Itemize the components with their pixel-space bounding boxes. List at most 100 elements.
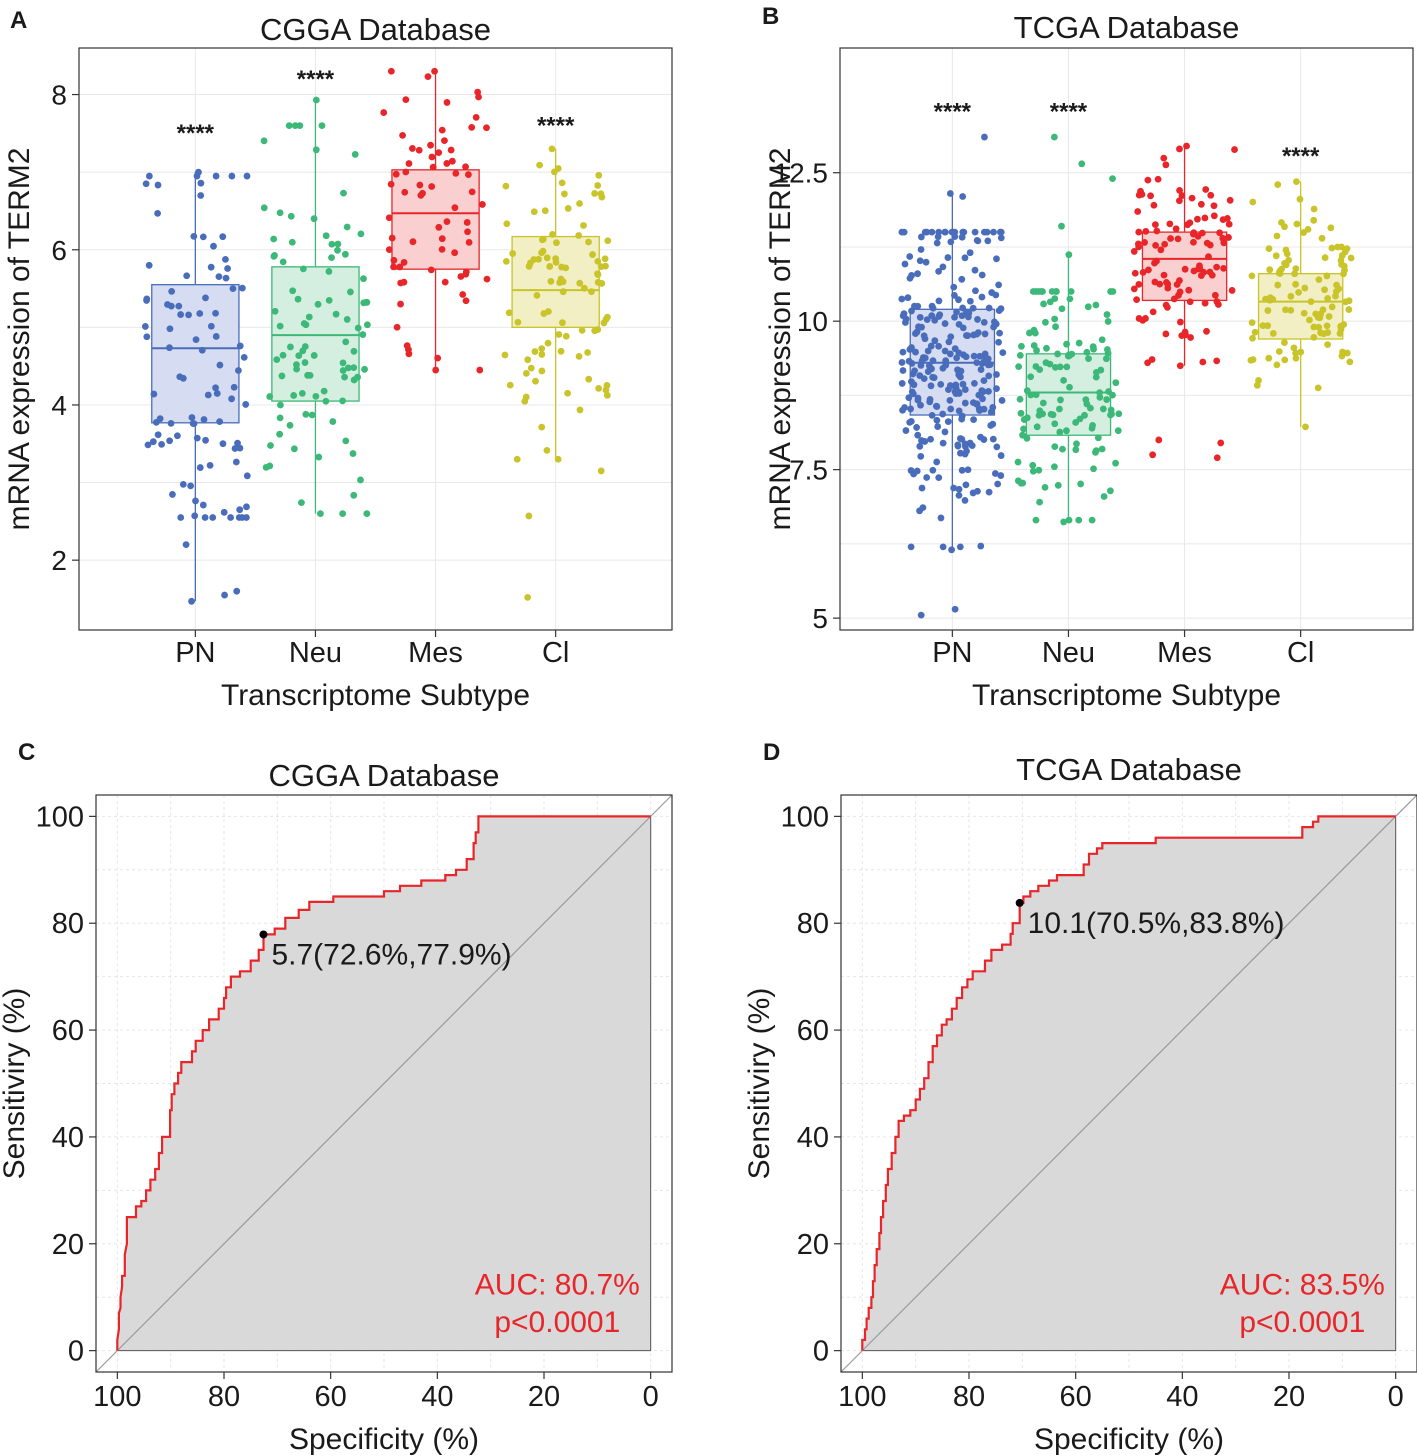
- data-point: [1058, 305, 1066, 313]
- data-point: [951, 313, 958, 321]
- data-point: [190, 420, 198, 428]
- data-point: [1300, 309, 1308, 317]
- data-point: [350, 347, 358, 355]
- data-point: [266, 462, 274, 470]
- data-point: [955, 321, 963, 328]
- data-point: [388, 234, 396, 242]
- outlier-point: [233, 587, 241, 595]
- y-tick-label: 7.5: [789, 455, 828, 486]
- data-point: [993, 385, 1000, 393]
- data-point: [1142, 227, 1150, 235]
- y-tick-label: 0: [68, 1336, 84, 1368]
- data-point: [951, 345, 959, 353]
- data-point: [328, 240, 336, 248]
- data-point: [527, 364, 535, 372]
- x-tick-label-cl: Cl: [1287, 637, 1314, 669]
- data-point: [1103, 396, 1111, 403]
- data-point: [997, 234, 1005, 242]
- significance-stars: ****: [1050, 98, 1088, 125]
- data-point: [141, 323, 149, 330]
- data-point: [192, 336, 200, 344]
- data-point: [1312, 310, 1320, 318]
- data-point: [1225, 220, 1233, 228]
- data-point: [349, 450, 357, 457]
- y-tick-label: 4: [51, 390, 67, 421]
- data-point: [1097, 366, 1105, 374]
- data-point: [1340, 262, 1348, 270]
- data-point: [198, 346, 206, 354]
- data-point: [166, 437, 174, 445]
- data-point: [1164, 284, 1172, 292]
- data-point: [464, 171, 472, 178]
- panel-b-boxplot-tcga: **** **** **** 5 7.5 10 12.5 PN Neu Mes ClTranscri…: [762, 3, 1414, 712]
- data-point: [975, 391, 983, 399]
- data-point: [1134, 208, 1142, 215]
- data-point: [576, 279, 584, 287]
- data-point: [443, 160, 451, 167]
- data-point: [1105, 388, 1112, 395]
- diagonal-reference-line: [95, 794, 673, 1373]
- data-point: [177, 311, 185, 318]
- data-point: [1273, 232, 1281, 240]
- data-point: [977, 542, 985, 550]
- data-point: [514, 318, 522, 326]
- data-point: [462, 297, 470, 305]
- data-point: [1343, 349, 1351, 357]
- x-tick-label: 20: [528, 1381, 560, 1413]
- data-point: [1039, 288, 1046, 295]
- x-tick-label: 0: [643, 1381, 659, 1413]
- data-point: [970, 416, 977, 424]
- data-point: [1213, 263, 1221, 271]
- data-point: [290, 445, 298, 453]
- data-point: [401, 188, 409, 196]
- data-point: [1157, 246, 1165, 254]
- data-point: [946, 382, 954, 389]
- data-point: [921, 228, 929, 236]
- data-point: [325, 268, 333, 275]
- data-point: [1200, 268, 1208, 276]
- data-point: [538, 367, 546, 375]
- data-point: [387, 67, 395, 75]
- data-point: [591, 190, 599, 197]
- data-point: [468, 188, 476, 196]
- data-point: [914, 396, 922, 404]
- data-point: [939, 263, 947, 271]
- data-point: [966, 249, 974, 257]
- data-point: [911, 367, 919, 375]
- data-point: [279, 351, 287, 359]
- data-point: [273, 356, 281, 364]
- y-tick-label: 80: [52, 908, 84, 940]
- data-point: [1051, 420, 1059, 428]
- data-point: [1324, 295, 1332, 302]
- data-point: [595, 384, 603, 392]
- data-point: [1300, 229, 1307, 236]
- data-point: [927, 382, 935, 390]
- data-point: [929, 357, 937, 365]
- data-point: [1020, 416, 1028, 423]
- data-point: [1281, 356, 1289, 364]
- data-point: [958, 415, 966, 423]
- data-point: [287, 212, 295, 220]
- data-point: [1310, 333, 1318, 341]
- data-point: [902, 427, 910, 434]
- data-point: [216, 418, 224, 426]
- jitter-points: [898, 133, 1007, 619]
- data-point: [546, 263, 554, 270]
- data-point: [973, 236, 981, 244]
- data-point: [315, 453, 323, 461]
- data-point: [1016, 395, 1024, 403]
- data-point: [1287, 292, 1295, 300]
- data-point: [212, 309, 219, 317]
- data-point: [1020, 425, 1027, 433]
- data-point: [1310, 205, 1318, 213]
- data-point: [179, 480, 187, 488]
- data-point: [1139, 269, 1147, 276]
- data-point: [1098, 336, 1106, 344]
- data-point: [1188, 194, 1196, 202]
- data-point: [961, 497, 969, 504]
- data-point: [154, 431, 162, 439]
- threshold-label: 5.7(72.6%,77.9%): [271, 938, 511, 971]
- data-point: [168, 287, 176, 295]
- data-point: [206, 461, 214, 469]
- data-point: [1084, 303, 1092, 311]
